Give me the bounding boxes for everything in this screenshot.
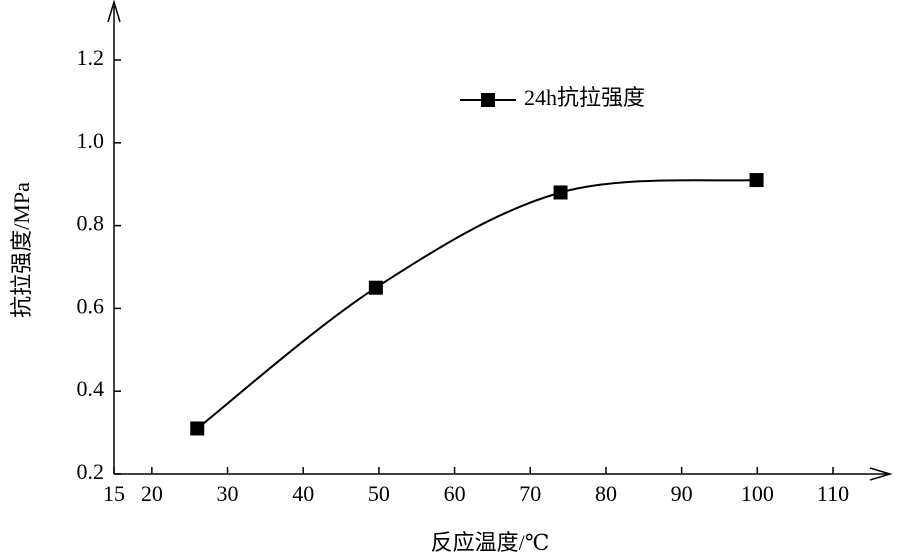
y-axis-title: 抗拉强度/MPa: [9, 182, 34, 318]
x-tick-label: 90: [671, 481, 693, 506]
x-axis-arrow: [869, 467, 893, 481]
marker: [749, 173, 764, 188]
y-tick-label: 1.2: [77, 45, 105, 70]
y-tick-label: 0.2: [77, 459, 105, 484]
line: [196, 179, 757, 430]
y-axis-arrow: [107, 0, 121, 23]
x-tick-label: 80: [595, 481, 617, 506]
legend-label: 24h抗拉强度: [524, 85, 645, 110]
y-tick-label: 0.8: [77, 211, 105, 236]
x-tick-label: 30: [217, 481, 239, 506]
x-tick-label: 20: [141, 481, 163, 506]
legend-marker: [481, 93, 495, 107]
x-tick-label: 40: [292, 481, 314, 506]
x-tick-label: 100: [741, 481, 774, 506]
y-tick-label: 0.6: [77, 293, 105, 318]
y-tick-label: 1.0: [77, 128, 105, 153]
x-tick-label: 15: [103, 481, 125, 506]
marker: [368, 280, 383, 295]
x-tick-label: 60: [444, 481, 466, 506]
marker: [553, 185, 568, 200]
marker: [190, 421, 205, 436]
x-axis-title: 反应温度/℃: [431, 530, 550, 555]
y-tick-label: 0.4: [77, 376, 105, 401]
x-tick-label: 50: [368, 481, 390, 506]
x-tick-label: 70: [519, 481, 541, 506]
x-tick-label: 110: [817, 481, 849, 506]
